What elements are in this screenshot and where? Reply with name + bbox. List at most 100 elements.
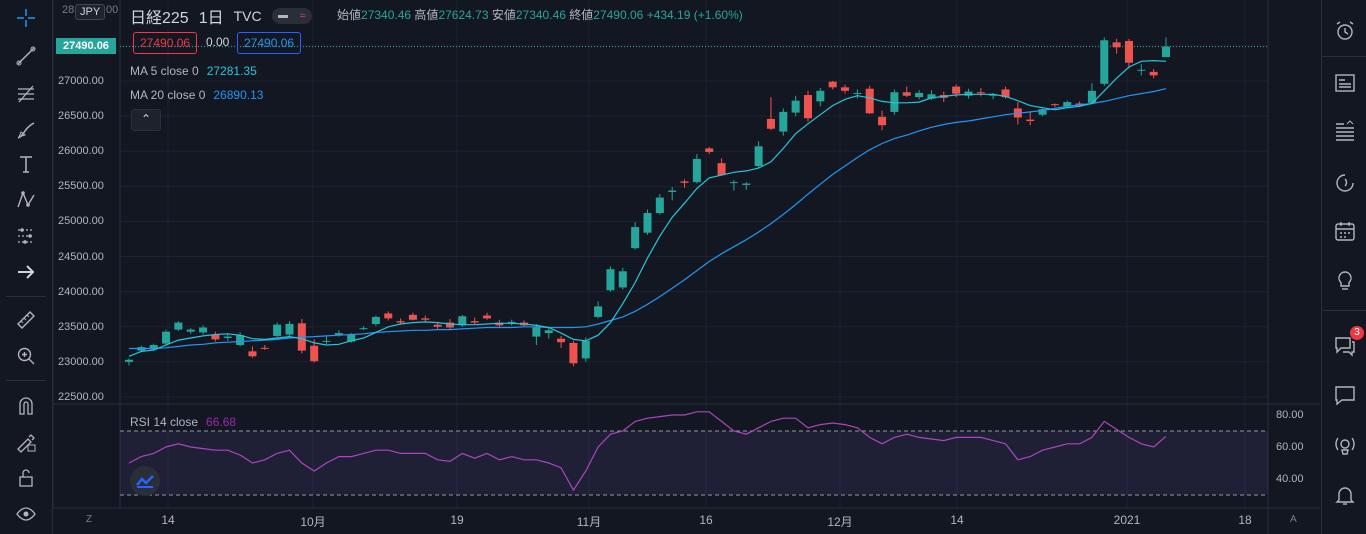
rsi-tick: 80.00 <box>1276 409 1304 421</box>
candle <box>631 222 640 250</box>
hide-legend-icon[interactable]: ≈ <box>271 8 312 24</box>
candle <box>1038 107 1047 117</box>
brush-icon[interactable] <box>10 116 42 144</box>
candle <box>803 90 813 122</box>
price-tick: 27000.00 <box>58 75 104 87</box>
candle <box>964 88 973 99</box>
candle <box>322 336 331 344</box>
candle <box>1087 83 1096 105</box>
candle <box>1100 37 1109 86</box>
price-tick: 25500.00 <box>58 180 104 192</box>
rsi-tick: 60.00 <box>1276 441 1304 453</box>
watchlist-icon[interactable] <box>1330 68 1360 98</box>
candle <box>1137 64 1146 76</box>
messages-icon[interactable] <box>1330 380 1360 410</box>
candle <box>1050 103 1059 107</box>
time-tick: 2021 <box>1113 513 1141 527</box>
arrow-right-icon[interactable] <box>10 258 42 286</box>
ma5-legend[interactable]: MA 5 close 0 27281.35 <box>130 64 257 78</box>
price-axis-top-partial: 28 <box>62 4 75 16</box>
rsi-line <box>128 411 1167 492</box>
unlock-icon[interactable] <box>10 464 42 492</box>
candle <box>668 187 677 201</box>
candle <box>199 325 208 335</box>
streams-icon[interactable] <box>1330 430 1360 460</box>
candle <box>384 311 393 321</box>
candle <box>791 95 800 117</box>
time-tick: 11月 <box>576 515 602 529</box>
candle <box>902 86 911 98</box>
candle <box>569 340 578 367</box>
ideas-lightbulb-icon[interactable] <box>1330 266 1360 296</box>
price-tick: 26500.00 <box>58 110 104 122</box>
rsi-value: 66.68 <box>206 415 237 429</box>
candle <box>890 89 899 115</box>
ma20-line <box>129 88 1167 350</box>
candle <box>359 326 368 331</box>
candle <box>544 327 553 339</box>
candle <box>421 315 430 322</box>
fib-retracement-icon[interactable] <box>10 80 42 108</box>
open-label: 始値 <box>337 8 362 22</box>
candle <box>1026 111 1035 126</box>
zoom-in-icon[interactable] <box>10 342 42 370</box>
candle <box>371 315 380 327</box>
trend-line-icon[interactable] <box>10 42 42 70</box>
lock-drawing-icon[interactable] <box>10 428 42 456</box>
candle <box>841 84 850 94</box>
open-value: 27340.46 <box>361 8 412 22</box>
symbol-name[interactable]: 日経225 <box>130 10 189 27</box>
candle <box>705 147 714 155</box>
interval-label[interactable]: 1日 <box>198 10 224 27</box>
price-tick: 23500.00 <box>58 321 104 333</box>
candle <box>828 81 837 90</box>
tradingview-logo-icon[interactable] <box>130 466 160 496</box>
candle <box>557 335 566 348</box>
text-tool-icon[interactable] <box>10 150 42 178</box>
time-tick: 16 <box>699 513 713 527</box>
candle <box>754 141 763 169</box>
prediction-icon[interactable] <box>10 222 42 250</box>
candle <box>532 323 541 346</box>
zoom-corner-button[interactable]: Z <box>86 514 93 525</box>
candle <box>507 319 516 326</box>
candle <box>248 346 257 358</box>
magnet-icon[interactable] <box>10 392 42 420</box>
buy-button[interactable]: 27490.06 <box>237 32 302 54</box>
current-price-label: 27490.06 <box>56 38 116 54</box>
candle <box>1112 38 1121 54</box>
price-tick: 22500.00 <box>58 391 104 403</box>
toolbar-divider <box>6 380 46 381</box>
candle <box>273 322 282 338</box>
notifications-bell-icon[interactable] <box>1330 480 1360 510</box>
ruler-icon[interactable] <box>10 306 42 334</box>
sell-button[interactable]: 27490.06 <box>133 32 198 54</box>
rsi-legend[interactable]: RSI 14 close 66.68 <box>130 415 236 429</box>
candle <box>482 312 492 320</box>
chats-icon[interactable]: 3 <box>1330 326 1364 360</box>
pattern-icon[interactable] <box>10 186 42 214</box>
high-label: 高値 <box>414 8 439 22</box>
details-list-icon[interactable] <box>1330 116 1360 146</box>
replay-icon[interactable] <box>1330 168 1360 198</box>
candle <box>865 85 874 115</box>
candle <box>186 328 195 334</box>
candle <box>174 321 183 331</box>
notification-badge: 3 <box>1350 326 1364 340</box>
eye-icon[interactable] <box>10 500 42 528</box>
alarm-clock-icon[interactable] <box>1330 16 1360 46</box>
ma5-label: MA 5 close 0 <box>130 64 199 78</box>
price-tick: 24000.00 <box>58 286 104 298</box>
calendar-icon[interactable] <box>1330 216 1360 246</box>
crosshair-icon[interactable] <box>10 4 42 32</box>
candle <box>1149 69 1158 79</box>
collapse-legend-button[interactable]: ⌃ <box>131 109 161 131</box>
candle <box>766 97 775 131</box>
close-value: 27490.06 <box>593 8 644 22</box>
currency-label[interactable]: JPY <box>75 4 106 20</box>
symbol-header[interactable]: 日経225 1日 TVC ≈ <box>130 4 312 28</box>
auto-scale-button[interactable]: A <box>1290 514 1297 525</box>
ma20-legend[interactable]: MA 20 close 0 26890.13 <box>130 88 263 102</box>
time-tick: 19 <box>450 513 464 527</box>
